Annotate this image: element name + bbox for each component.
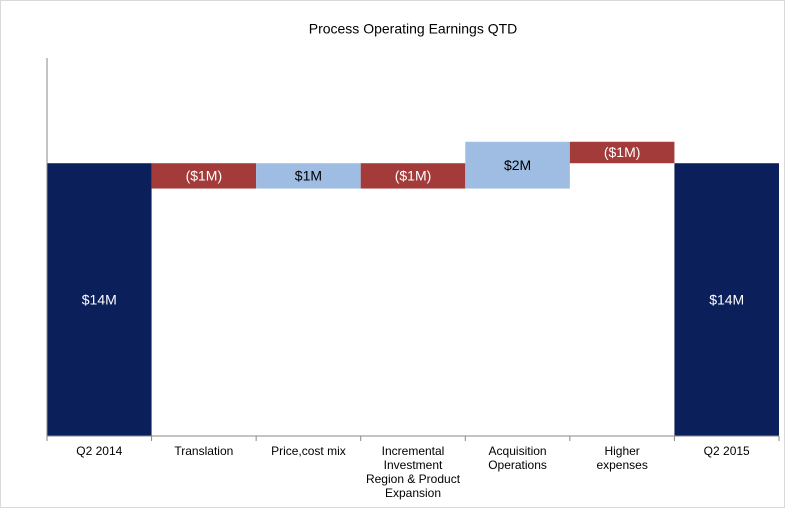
- bar: [256, 163, 361, 189]
- bar: [569, 141, 675, 164]
- data-label: $2M: [504, 157, 531, 173]
- data-label: $14M: [82, 291, 117, 307]
- data-label: ($1M): [186, 168, 223, 184]
- bar: [674, 163, 779, 436]
- bar: [360, 163, 466, 189]
- bar: [465, 141, 570, 189]
- x-tick-label: Acquisition Operations: [488, 444, 547, 472]
- bar: [47, 163, 152, 436]
- chart-title: Process Operating Earnings QTD: [309, 21, 518, 37]
- data-label: ($1M): [604, 144, 641, 160]
- x-tick-label: Incremental Investment Region & Product …: [365, 444, 461, 500]
- x-tick-label: Higher expenses: [596, 444, 648, 472]
- data-label: $14M: [709, 291, 744, 307]
- x-tick-label: Price,cost mix: [271, 444, 346, 458]
- x-tick-label: Translation: [174, 444, 234, 458]
- x-tick-label: Q2 2014: [76, 444, 123, 458]
- data-label: $1M: [295, 168, 322, 184]
- data-label: ($1M): [395, 168, 432, 184]
- bar: [151, 163, 257, 189]
- x-tick-label: Q2 2015: [703, 444, 750, 458]
